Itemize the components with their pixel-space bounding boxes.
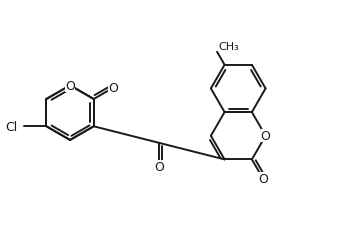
Text: Cl: Cl (5, 120, 18, 133)
Text: O: O (258, 173, 268, 185)
Text: O: O (108, 82, 118, 95)
Text: CH₃: CH₃ (218, 42, 239, 52)
Text: O: O (261, 130, 270, 143)
Text: O: O (65, 79, 75, 92)
Text: O: O (154, 160, 164, 173)
